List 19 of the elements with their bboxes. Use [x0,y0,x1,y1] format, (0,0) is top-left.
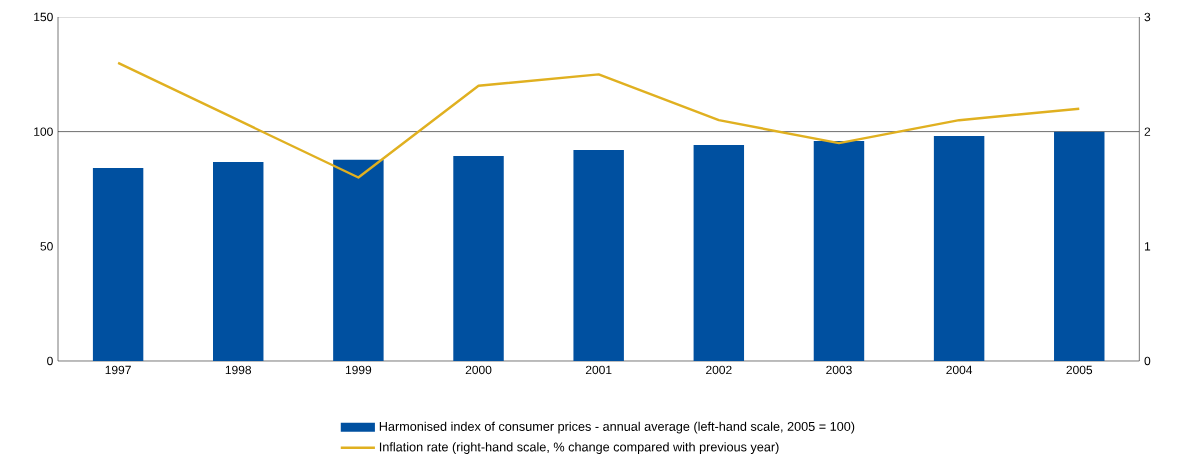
x-tick-label: 2002 [706,365,732,375]
y-tick-label: 150 [34,12,53,22]
y2-tick-label: 2 [1144,127,1151,136]
x-tick-label: 2003 [826,365,852,375]
y2-tick-label: 0 [1144,356,1151,366]
y-tick-label: 100 [34,127,53,136]
x-tick-label: 2001 [585,365,612,375]
x-tick-label: 2000 [465,365,492,375]
legend-label: Inflation rate (right-hand scale, % change compared with previous year) [379,442,779,454]
y-tick-label: 50 [40,242,53,251]
x-tick-label: 1998 [225,365,252,375]
y2-tick-label: 3 [1144,12,1151,22]
x-tick-label: 2004 [946,365,973,375]
x-tick-label: 1999 [345,365,372,375]
x-tick-label: 2005 [1066,365,1093,375]
legend-label: Harmonised index of consumer prices - annual average (left-hand scale, 2005 = 100) [379,421,855,434]
y2-tick-label: 1 [1144,242,1151,251]
x-tick-label: 1997 [105,365,131,375]
y-tick-label: 0 [47,356,53,366]
